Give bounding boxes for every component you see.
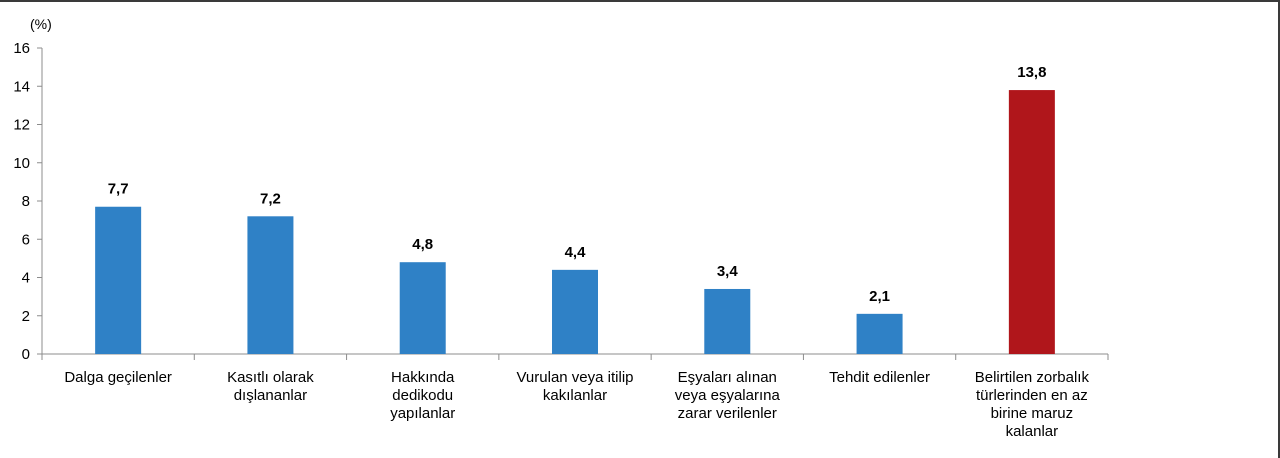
y-tick-label: 2 xyxy=(22,308,30,325)
y-tick-label: 12 xyxy=(13,117,30,134)
y-tick-label: 14 xyxy=(13,78,30,95)
bar xyxy=(704,288,751,354)
y-tick-label: 4 xyxy=(22,270,30,287)
y-tick-label: 6 xyxy=(22,231,30,248)
y-tick-label: 10 xyxy=(13,155,30,172)
data-label: 7,2 xyxy=(260,190,281,207)
data-label: 2,1 xyxy=(869,288,890,305)
bar xyxy=(1008,90,1055,354)
category-label: Vurulan veya itilip kakılanlar xyxy=(516,369,633,404)
data-label: 4,4 xyxy=(565,244,587,261)
bar xyxy=(399,262,446,354)
category-label: Dalga geçilenler xyxy=(64,369,172,386)
data-label: 7,7 xyxy=(108,181,129,198)
y-tick-label: 0 xyxy=(22,346,30,363)
data-label: 13,8 xyxy=(1017,64,1046,81)
bar xyxy=(856,313,903,354)
category-label: Tehdit edilenler xyxy=(829,369,930,386)
data-label: 3,4 xyxy=(717,263,739,280)
y-tick-label: 8 xyxy=(22,193,30,210)
bar xyxy=(552,269,598,354)
data-label: 4,8 xyxy=(412,236,433,253)
category-label: Belirtilen zorbalık türlerinden en az biri… xyxy=(975,369,1090,440)
y-unit-label: (%) xyxy=(30,16,52,32)
bar xyxy=(95,206,142,354)
category-label: Hakkında dedikodu yapılanlar xyxy=(390,369,455,422)
y-tick-label: 16 xyxy=(13,40,30,57)
category-label: Eşyaları alınan veya eşyalarına zarar veri… xyxy=(675,369,781,422)
category-label: Kasıtlı olarak dışlananlar xyxy=(227,369,314,404)
bar xyxy=(247,216,294,354)
bars: 7,7 Dalga geçilenler 7,2 Kasıtlı olarak dışl… xyxy=(64,64,1089,440)
